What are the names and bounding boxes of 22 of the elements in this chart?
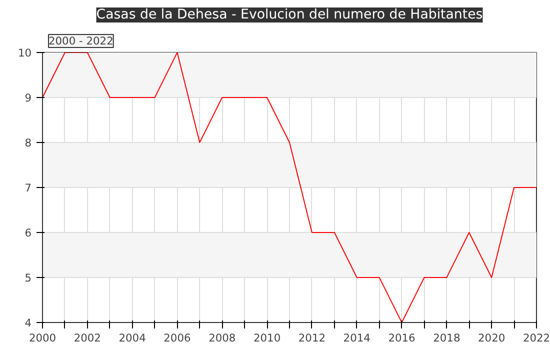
chart-title: Casas de la Dehesa - Evolucion del numero de Habitantes <box>96 8 483 22</box>
x-tick-label: 2022 <box>522 332 550 344</box>
y-tick-label: 4 <box>24 316 32 330</box>
x-tick-label: 2010 <box>253 332 281 344</box>
x-tick-label: 2018 <box>433 332 460 344</box>
x-tick-label: 2000 <box>28 332 56 344</box>
line-series <box>42 52 536 322</box>
x-tick-label: 2006 <box>164 332 192 344</box>
x-tick-label: 2012 <box>298 332 326 344</box>
x-tick-label: 2002 <box>74 332 101 344</box>
y-tick-label: 5 <box>24 272 32 284</box>
y-tick-label: 9 <box>24 92 32 104</box>
x-tick-label: 2016 <box>388 332 416 344</box>
x-tick-label: 2004 <box>118 332 146 344</box>
y-tick-label: 8 <box>24 136 32 150</box>
text: 2000 - 2022 <box>48 34 114 48</box>
x-tick-label: 2008 <box>208 332 236 344</box>
y-tick-label: 7 <box>24 182 32 194</box>
y-tick-label: 10 <box>18 46 32 60</box>
y-tick-label: 6 <box>24 226 32 240</box>
x-tick-label: 2020 <box>478 332 506 344</box>
x-tick-label: 2014 <box>343 332 371 344</box>
